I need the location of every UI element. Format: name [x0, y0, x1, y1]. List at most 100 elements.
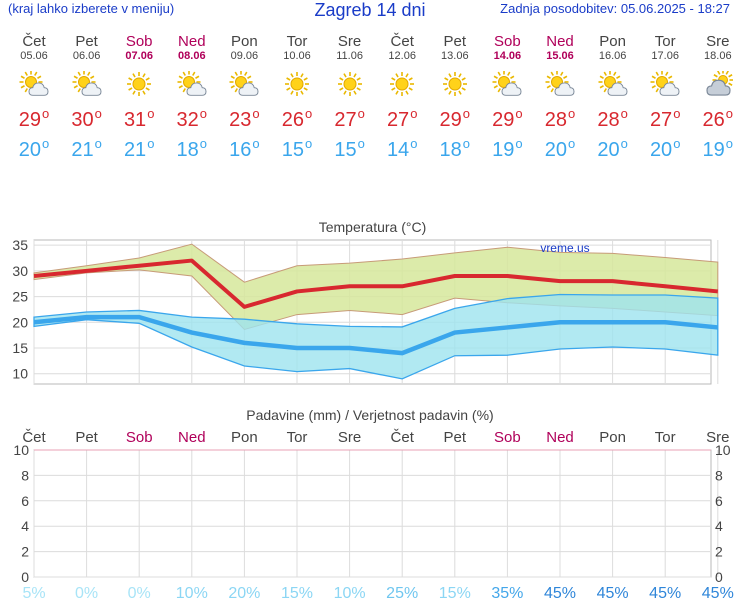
- header-menu-hint[interactable]: (kraj lahko izberete v meniju): [8, 1, 175, 16]
- forecast-day: Tor 10.06 26o 15o: [271, 34, 323, 162]
- forecast-day: Pet 06.06 30o 21o: [61, 34, 113, 162]
- day-name: Tor: [654, 33, 676, 50]
- max-temperature: 29o: [18, 106, 50, 131]
- precip-probability-label: 45%: [649, 585, 681, 600]
- min-temperature: 20o: [544, 136, 576, 161]
- max-temperature: 32o: [176, 106, 208, 131]
- day-name: Pon: [231, 33, 258, 50]
- day-name: Sob: [125, 33, 153, 50]
- precip-day-label: Pon: [599, 429, 626, 446]
- precip-chart-title: Padavine (mm) / Verjetnost padavin (%): [246, 407, 493, 423]
- precip-probability-label: 20%: [228, 585, 260, 600]
- precip-day-label: Tor: [287, 429, 308, 446]
- day-date: 11.06: [336, 50, 363, 62]
- day-date: 17.06: [651, 50, 679, 62]
- sun-icon: [127, 72, 152, 96]
- forecast-day: Sre 18.06 26o 19o: [692, 34, 740, 162]
- min-temperature: 21o: [123, 136, 155, 161]
- min-temp-range-band: [33, 293, 719, 380]
- min-temperature: 18o: [176, 136, 208, 161]
- sun-cloud-icon: [72, 71, 102, 96]
- precip-day-label: Čet: [391, 429, 415, 446]
- max-temperature: 30o: [71, 106, 102, 131]
- precip-probability-label: 15%: [439, 585, 471, 600]
- precip-probability-label: 45%: [597, 585, 629, 600]
- day-name: Ned: [546, 33, 574, 50]
- watermark: vreme.us: [540, 241, 589, 255]
- forecast-day: Sob 14.06 29o 19o: [481, 34, 533, 162]
- forecast-day: Ned 08.06 32o 18o: [166, 34, 218, 162]
- precip-ytick-left: 2: [21, 544, 29, 560]
- precip-probability-label: 0%: [128, 585, 151, 600]
- forecast-day: Tor 17.06 27o 20o: [639, 34, 691, 162]
- sun-cloud-icon: [19, 71, 49, 96]
- precip-day-label: Pon: [231, 429, 258, 446]
- min-temperature: 20o: [649, 136, 681, 161]
- min-temperature: 15o: [334, 136, 365, 161]
- precip-day-label: Sre: [338, 429, 361, 446]
- min-temperature: 21o: [71, 136, 102, 161]
- precip-day-label: Tor: [655, 429, 676, 446]
- max-temperature: 27o: [334, 106, 365, 131]
- precip-ytick-right: 0: [715, 569, 723, 585]
- forecast-day: Čet 12.06 27o 14o: [376, 34, 428, 162]
- day-name: Tor: [286, 33, 308, 50]
- precip-ytick-right: 10: [715, 442, 731, 458]
- precip-ytick-right: 8: [715, 467, 723, 483]
- max-temperature: 27o: [386, 106, 418, 131]
- last-updated: Zadnja posodobitev: 05.06.2025 - 18:27: [500, 1, 730, 16]
- max-temperature: 31o: [123, 106, 155, 131]
- min-temperature: 20o: [597, 136, 628, 161]
- precip-ytick-left: 4: [21, 518, 29, 534]
- precip-day-label: Ned: [546, 429, 574, 446]
- day-date: 07.06: [125, 50, 153, 62]
- min-temperature: 19o: [492, 136, 523, 161]
- precip-probability-label: 45%: [544, 585, 576, 600]
- day-date: 09.06: [230, 50, 259, 62]
- forecast-day: Čet 05.06 29o 20o: [8, 34, 60, 162]
- day-date: 08.06: [178, 50, 206, 62]
- precip-ytick-left: 6: [21, 493, 29, 509]
- page-title: Zagreb 14 dni: [314, 0, 426, 20]
- precip-day-label: Čet: [22, 429, 46, 446]
- sun-icon: [337, 72, 362, 96]
- precip-day-label: Ned: [178, 429, 206, 446]
- min-temperature: 18o: [439, 136, 471, 161]
- day-name: Čet: [390, 33, 414, 50]
- forecast-day: Pet 13.06 29o 18o: [429, 34, 481, 162]
- max-temperature: 26o: [702, 106, 734, 131]
- forecast-day: Pon 16.06 28o 20o: [587, 34, 639, 162]
- temp-ytick-label: 30: [12, 263, 28, 279]
- day-date: 15.06: [546, 50, 574, 62]
- precip-day-label: Sob: [494, 429, 521, 446]
- day-date: 10.06: [283, 50, 311, 62]
- precip-day-label: Pet: [444, 429, 467, 446]
- precipitation-chart: Padavine (mm) / Verjetnost padavin (%) Če…: [13, 407, 733, 600]
- precip-ytick-right: 6: [715, 493, 723, 509]
- day-date: 06.06: [72, 50, 101, 62]
- day-name: Pet: [75, 33, 98, 50]
- max-temperature: 29o: [439, 106, 471, 131]
- forecast-day: Pon 09.06 23o 16o: [218, 34, 270, 162]
- sun-cloud-icon: [598, 71, 628, 96]
- temperature-chart: 10 15 20 25 30 35 Temperatura (°C) vreme.us: [12, 219, 719, 385]
- precip-ytick-left: 8: [21, 467, 29, 483]
- day-name: Sre: [337, 33, 362, 50]
- precip-ytick-right: 4: [715, 518, 723, 534]
- min-temperature: 20o: [18, 136, 50, 161]
- sun-cloud-icon: [650, 71, 680, 96]
- min-temperature: 14o: [386, 136, 418, 161]
- sun-cloud-icon: [229, 71, 259, 96]
- min-temperature: 15o: [281, 136, 313, 161]
- precip-ytick-right: 2: [715, 544, 723, 560]
- min-temperature: 19o: [702, 136, 734, 161]
- day-name: Sre: [706, 33, 730, 50]
- day-date: 05.06: [20, 50, 48, 62]
- day-name: Pet: [443, 33, 467, 50]
- precip-probability-label: 15%: [281, 585, 313, 600]
- temp-ytick-label: 20: [12, 314, 28, 330]
- precip-probability-label: 35%: [491, 585, 523, 600]
- temp-chart-title: Temperatura (°C): [319, 219, 427, 235]
- precip-probability-label: 5%: [22, 585, 45, 600]
- day-date: 12.06: [388, 50, 416, 62]
